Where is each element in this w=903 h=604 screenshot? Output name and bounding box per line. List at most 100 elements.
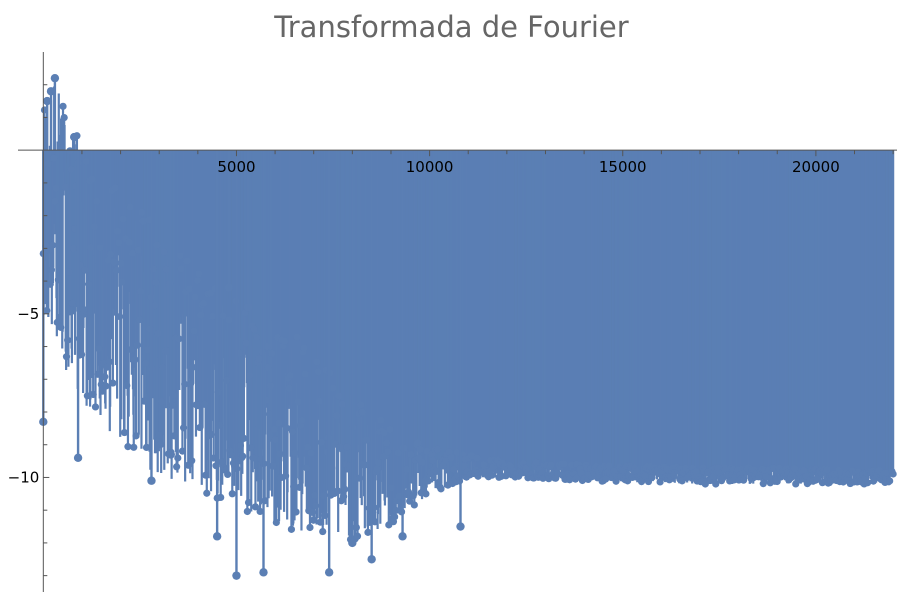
- stem-marker: [43, 306, 51, 315]
- stem-marker: [280, 337, 289, 345]
- stem-marker: [358, 408, 366, 416]
- stem-marker: [288, 428, 297, 436]
- stem-marker: [94, 370, 102, 378]
- dip-marker: [259, 568, 268, 577]
- stem-marker: [282, 472, 290, 480]
- stem-marker: [222, 376, 231, 384]
- data-layer: [39, 73, 897, 580]
- stem-marker: [89, 390, 97, 399]
- stem-marker: [422, 490, 430, 498]
- stem-marker: [382, 439, 391, 447]
- stem-marker: [130, 443, 138, 451]
- stem-marker: [124, 443, 132, 451]
- stem-marker: [864, 479, 872, 487]
- stem-marker: [437, 485, 445, 493]
- stem-marker: [377, 416, 385, 424]
- stem-marker: [648, 473, 656, 482]
- stem-marker: [217, 493, 225, 502]
- stem-marker: [488, 471, 496, 479]
- stem-marker: [52, 184, 60, 192]
- stem-marker: [759, 480, 767, 488]
- stem-marker: [352, 523, 360, 532]
- stem-marker: [116, 312, 124, 321]
- stem-marker: [160, 248, 168, 256]
- stem-marker: [341, 485, 349, 493]
- stem-marker: [251, 503, 260, 511]
- axis-layer: [18, 52, 897, 592]
- stem-marker: [82, 157, 90, 166]
- stem-marker: [96, 243, 104, 252]
- stem-marker: [384, 448, 392, 456]
- stem-marker: [800, 466, 808, 474]
- stem-marker: [219, 312, 227, 320]
- chart-title: Transformada de Fourier: [274, 10, 629, 44]
- stem-marker: [84, 280, 93, 288]
- y-tick-label: −10: [8, 468, 40, 486]
- stem-marker: [306, 523, 314, 532]
- stem-marker: [208, 312, 217, 320]
- stem-marker: [602, 475, 610, 483]
- stem-marker: [68, 299, 76, 307]
- stem-marker: [206, 289, 214, 297]
- stem-marker: [173, 463, 181, 471]
- stem-marker: [407, 450, 415, 459]
- stem-marker: [275, 419, 283, 427]
- stem-marker: [271, 436, 279, 444]
- stem-marker: [712, 480, 720, 488]
- stem-marker: [336, 443, 344, 451]
- stem-marker: [450, 465, 458, 474]
- stem-marker: [264, 363, 272, 372]
- stem-marker: [138, 208, 146, 216]
- dip-marker: [212, 532, 222, 541]
- stem-marker: [255, 354, 263, 363]
- stem-marker: [190, 327, 198, 335]
- x-tick-label: 20000: [792, 158, 840, 176]
- stem-marker: [163, 347, 171, 355]
- stem-marker: [790, 465, 799, 473]
- stem-marker: [656, 478, 664, 486]
- y-tick-label: −5: [17, 305, 39, 323]
- stem-marker: [60, 113, 68, 122]
- stem-marker: [432, 467, 440, 476]
- stem-marker: [387, 484, 395, 492]
- stem-marker: [50, 154, 58, 162]
- stem-marker: [298, 416, 306, 425]
- stem-marker: [157, 397, 166, 406]
- stem-marker: [739, 476, 748, 484]
- stem-marker: [339, 493, 348, 501]
- stem-marker: [319, 527, 327, 536]
- stem-marker: [295, 483, 304, 491]
- stem-marker: [265, 410, 273, 418]
- stem-marker: [320, 492, 328, 500]
- stem-marker: [128, 249, 137, 257]
- stem-marker: [268, 349, 276, 358]
- x-tick-label: 5000: [217, 158, 255, 176]
- stem-marker: [218, 458, 226, 466]
- stem-marker: [266, 382, 275, 390]
- stem-marker: [641, 472, 649, 480]
- stem-marker: [44, 160, 52, 168]
- dip-marker: [232, 571, 241, 580]
- stem-marker: [91, 403, 100, 411]
- stem-marker: [64, 336, 72, 344]
- stem-marker: [192, 401, 200, 409]
- tick-layer: 5000 10000 15000 20000 −5 −10: [8, 84, 894, 577]
- stem-marker: [59, 102, 67, 110]
- stem-marker: [174, 454, 182, 462]
- dip-marker: [147, 476, 156, 485]
- stem-marker: [207, 430, 216, 439]
- stem-marker: [301, 370, 309, 378]
- stem-marker: [380, 429, 388, 437]
- stem-marker: [244, 498, 253, 507]
- stem-marker: [103, 363, 111, 371]
- stem-marker: [429, 456, 437, 465]
- stem-marker: [177, 265, 185, 273]
- stem-marker: [80, 306, 88, 314]
- stem-marker: [197, 311, 205, 319]
- stem-marker: [77, 350, 86, 359]
- stem-marker: [316, 518, 325, 526]
- stem-marker: [67, 165, 75, 174]
- stem-marker: [312, 502, 320, 510]
- stem-marker: [321, 511, 329, 520]
